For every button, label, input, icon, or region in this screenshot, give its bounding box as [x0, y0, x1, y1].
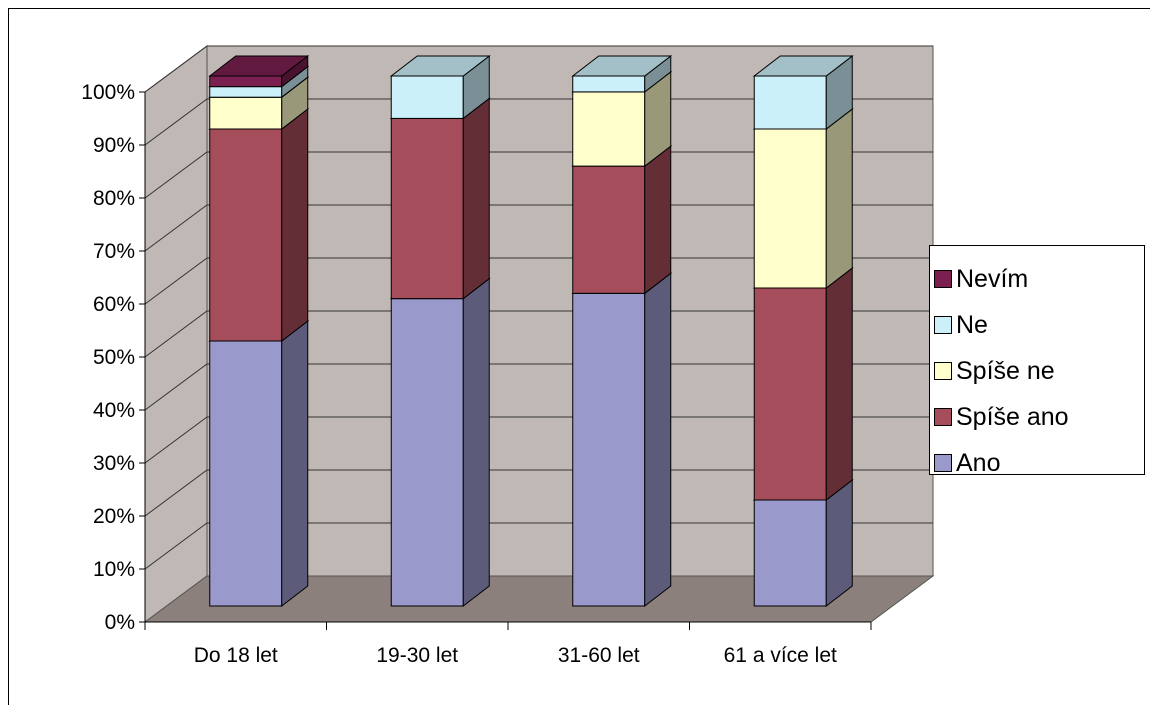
bar-ne-3-top	[571, 55, 673, 77]
bar-ano-4	[753, 499, 827, 607]
bar-ano-4-side	[825, 478, 853, 608]
x-tick-label: Do 18 let	[194, 644, 278, 667]
bar-ano-3	[572, 292, 646, 607]
y-tick-label: 40%	[93, 399, 135, 422]
legend-label: Spíše ne	[956, 356, 1055, 385]
legend-label: Spíše ano	[956, 402, 1069, 431]
gridline	[144, 363, 933, 411]
y-tick-label: 0%	[105, 611, 135, 634]
bar-ne-3	[572, 75, 646, 93]
gridline	[144, 45, 933, 93]
bar-sp-e-ano-3	[572, 165, 646, 294]
bar-ano-2	[390, 298, 464, 607]
bar-ano-1	[209, 340, 283, 607]
y-tick-label: 80%	[93, 187, 135, 210]
gridline	[144, 98, 933, 146]
gridline	[144, 204, 933, 252]
bar-ne-1	[209, 86, 283, 98]
bar-nev-m-1-top	[208, 55, 310, 77]
y-tick-label: 30%	[93, 452, 135, 475]
bar-ano-2-side	[462, 277, 490, 608]
legend: Nevím Ne Spíše ne Spíše ano Ano	[929, 245, 1145, 477]
y-tick-label: 50%	[93, 346, 135, 369]
bar-ne-2	[390, 75, 464, 119]
bar-sp-e-ano-2-side	[462, 97, 490, 300]
bar-sp-e-ne-3	[572, 91, 646, 167]
x-tick-label: 19-30 let	[376, 644, 458, 667]
y-tick-label: 100%	[81, 81, 135, 104]
bar-ano-1-side	[281, 319, 309, 608]
bar-sp-e-ano-1	[209, 128, 283, 342]
legend-item: Ne	[930, 302, 1144, 348]
legend-item: Ano	[930, 440, 1144, 486]
gridline	[144, 416, 933, 464]
bar-nev-m-1	[209, 75, 283, 88]
legend-item: Spíše ano	[930, 394, 1144, 440]
bar-ne-4-top	[752, 55, 854, 77]
x-tick-label: 31-60 let	[558, 644, 640, 667]
y-tick-label: 10%	[93, 558, 135, 581]
gridline	[144, 257, 933, 305]
chart-frame	[8, 8, 1150, 705]
x-tick-label: 61 a více let	[724, 644, 837, 667]
legend-swatch	[934, 270, 952, 288]
bar-sp-e-ano-4-side	[825, 266, 853, 502]
legend-label: Ano	[956, 448, 1001, 477]
legend-swatch	[934, 454, 952, 472]
bar-sp-e-ano-1-side	[281, 107, 309, 343]
bar-sp-e-ano-3-side	[644, 145, 672, 295]
gridline	[144, 469, 933, 517]
legend-swatch	[934, 408, 952, 426]
legend-label: Ne	[956, 310, 988, 339]
y-tick-label: 90%	[93, 134, 135, 157]
y-tick-label: 60%	[93, 293, 135, 316]
bar-sp-e-ne-4-side	[825, 107, 853, 290]
y-tick-label: 70%	[93, 240, 135, 263]
bar-sp-e-ano-4	[753, 287, 827, 501]
gridline	[144, 522, 933, 570]
bar-ano-3-side	[644, 272, 672, 608]
gridline	[144, 151, 933, 199]
legend-swatch	[934, 362, 952, 380]
bar-ne-4	[753, 75, 827, 130]
bar-sp-e-ne-4	[753, 128, 827, 289]
legend-item: Nevím	[930, 256, 1144, 302]
bar-ne-2-top	[389, 55, 491, 77]
bar-sp-e-ne-1	[209, 96, 283, 130]
bar-sp-e-ano-2	[390, 117, 464, 300]
legend-swatch	[934, 316, 952, 334]
gridline	[144, 310, 933, 358]
legend-label: Nevím	[956, 264, 1029, 293]
y-tick-label: 20%	[93, 505, 135, 528]
legend-item: Spíše ne	[930, 348, 1144, 394]
